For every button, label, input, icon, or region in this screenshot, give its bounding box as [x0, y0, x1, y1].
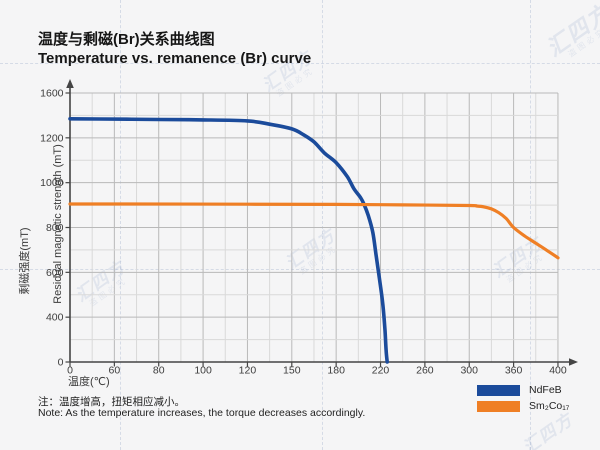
x-tick-label: 60 [109, 365, 121, 377]
legend-label: NdFeB [529, 384, 562, 396]
chart-title-en: Temperature vs. remanence (Br) curve [38, 50, 312, 67]
x-tick-label: 180 [327, 365, 345, 377]
x-axis-arrow [569, 358, 578, 366]
legend-swatch [477, 384, 520, 396]
x-axis-title: 温度(℃) [68, 376, 110, 388]
legend-swatch [477, 400, 520, 412]
y-tick-label: 600 [46, 267, 64, 279]
x-tick-label: 80 [153, 365, 165, 377]
y-tick-label: 1200 [40, 132, 64, 144]
y-tick-label: 1600 [40, 88, 64, 100]
chart-legend: NdFeB Sm₂Co₁₇ [477, 382, 569, 414]
chart-title-zh: 温度与剩磁(Br)关系曲线图 [38, 31, 215, 48]
legend-label: Sm₂Co₁₇ [529, 400, 570, 412]
y-tick-label: 800 [46, 222, 64, 234]
curve-sm2co17 [68, 202, 560, 260]
y-axis-title-en: Residual magnetic strength (mT) [52, 144, 64, 304]
x-tick-label: 260 [416, 365, 434, 377]
x-tick-label: 300 [460, 365, 478, 377]
curve-ndfeb [68, 117, 389, 364]
x-tick-label: 400 [549, 365, 567, 377]
x-tick-label: 220 [372, 365, 390, 377]
x-tick-label: 100 [194, 365, 212, 377]
footnote-en: Note: As the temperature increases, the … [38, 407, 366, 419]
legend-item: Sm₂Co₁₇ [477, 398, 569, 414]
x-tick-label: 120 [239, 365, 257, 377]
legend-item: NdFeB [477, 382, 569, 398]
x-tick-label: 360 [505, 365, 523, 377]
x-tick-label: 150 [283, 365, 301, 377]
y-tick-label: 1000 [40, 177, 64, 189]
x-tick-label: 0 [67, 365, 73, 377]
y-tick-label: 0 [58, 357, 64, 369]
y-axis-arrow [66, 79, 74, 88]
y-tick-label: 400 [46, 312, 64, 324]
y-axis-title-zh: 剩磁强度(mT) [19, 227, 31, 295]
footnote-zh: 注：温度增高，扭矩相应减小。 [38, 396, 185, 408]
